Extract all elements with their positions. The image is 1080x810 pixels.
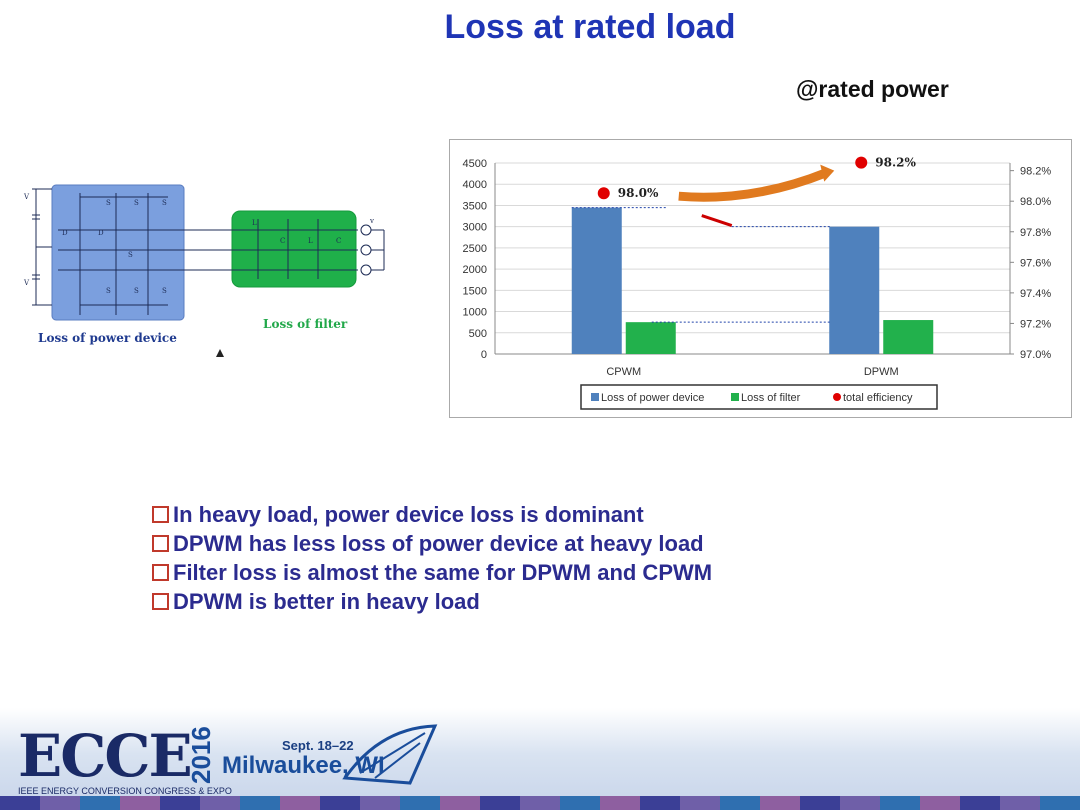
efficiency-point <box>597 187 610 200</box>
svg-text:S: S <box>106 287 111 295</box>
bar <box>829 226 880 354</box>
y2-tick-label: 98.2% <box>1020 166 1051 178</box>
y-tick-label: 2500 <box>463 243 487 255</box>
slide-title: Loss at rated load <box>444 8 736 46</box>
y-tick-label: 4500 <box>463 158 487 170</box>
filter-block <box>231 210 357 288</box>
svg-text:D: D <box>98 229 104 237</box>
svg-text:v: v <box>369 217 374 225</box>
y2-tick-label: 97.2% <box>1020 318 1051 330</box>
slide-subtitle: @rated power <box>796 76 949 102</box>
footer-banner: ECCE 2016 IEEE ENERGY CONVERSION CONGRES… <box>0 708 1080 810</box>
filter-label: Loss of filter <box>263 317 348 331</box>
checkbox-icon <box>152 506 169 523</box>
bullet-item: DPWM is better in heavy load <box>152 587 712 616</box>
svg-text:L: L <box>252 219 257 227</box>
legend-swatch <box>833 393 841 401</box>
bullet-text: Filter loss is almost the same for DPWM … <box>173 560 713 585</box>
svg-text:C: C <box>280 237 285 245</box>
y-tick-label: 1500 <box>463 285 487 297</box>
y-tick-label: 4000 <box>463 179 487 191</box>
legend-label: Loss of power device <box>601 392 704 404</box>
bullet-text: DPWM is better in heavy load <box>173 589 480 614</box>
legend-swatch <box>591 393 599 401</box>
svg-text:C: C <box>336 237 341 245</box>
y2-tick-label: 97.0% <box>1020 349 1051 361</box>
svg-text:S: S <box>106 199 111 207</box>
x-tick-label: DPWM <box>864 366 899 378</box>
x-tick-label: CPWM <box>606 366 641 378</box>
legend-label: Loss of filter <box>741 392 801 404</box>
svg-text:S: S <box>128 251 133 259</box>
y2-tick-label: 97.8% <box>1020 227 1051 239</box>
bar <box>883 320 934 354</box>
bullet-text: DPWM has less loss of power device at he… <box>173 531 704 556</box>
improvement-arrowhead <box>820 164 835 182</box>
svg-text:L: L <box>308 237 313 245</box>
y-tick-label: 1000 <box>463 307 487 319</box>
logo-year: 2016 <box>186 726 216 784</box>
logo-subtitle: IEEE ENERGY CONVERSION CONGRESS & EXPO <box>18 786 232 796</box>
y-tick-label: 2000 <box>463 264 487 276</box>
warning-icon <box>216 349 224 357</box>
power-device-block <box>51 184 185 321</box>
bullet-item: In heavy load, power device loss is domi… <box>152 500 712 529</box>
y2-tick-label: 97.6% <box>1020 257 1051 269</box>
sail-graphic <box>342 724 438 785</box>
checkbox-icon <box>152 593 169 610</box>
svg-text:S: S <box>134 199 139 207</box>
improvement-arrow <box>678 168 828 202</box>
y-tick-label: 0 <box>481 349 487 361</box>
bullet-item: Filter loss is almost the same for DPWM … <box>152 558 712 587</box>
efficiency-point <box>855 156 868 169</box>
svg-text:D: D <box>62 229 68 237</box>
svg-text:S: S <box>162 287 167 295</box>
bar <box>571 207 622 354</box>
inverter-circuit-diagram: S S S D D S S S S L C L C V Vv Loss of power devic… <box>23 184 385 357</box>
ecce-logo: ECCE <box>18 722 193 790</box>
bullet-item: DPWM has less loss of power device at he… <box>152 529 712 558</box>
loss-chart: 0 500 1000 1500 2000 2500 3000 3500 4000 4500 97.0… <box>463 156 1051 410</box>
efficiency-label: 98.2% <box>875 156 916 170</box>
y-tick-label: 3000 <box>463 222 487 234</box>
bullet-list: In heavy load, power device loss is domi… <box>152 500 712 616</box>
y-tick-label: 500 <box>469 328 487 340</box>
legend-box <box>580 384 938 410</box>
y-tick-label: 3500 <box>463 200 487 212</box>
efficiency-label: 98.0% <box>618 186 659 200</box>
y2-tick-label: 97.4% <box>1020 288 1051 300</box>
legend-label: total efficiency <box>843 392 913 404</box>
checkbox-icon <box>152 535 169 552</box>
footer-strip <box>0 796 1080 810</box>
y2-tick-label: 98.0% <box>1020 196 1051 208</box>
bar <box>625 322 676 354</box>
conference-city: Milwaukee, WI <box>222 752 385 779</box>
legend-swatch <box>731 393 739 401</box>
bullet-text: In heavy load, power device loss is domi… <box>173 502 644 527</box>
svg-text:S: S <box>162 199 167 207</box>
loss-chart-container: 0 500 1000 1500 2000 2500 3000 3500 4000 4500 97.0… <box>449 139 1072 418</box>
conference-dates: Sept. 18–22 <box>282 738 354 753</box>
svg-text:S: S <box>134 287 139 295</box>
decrease-arrow <box>701 214 733 227</box>
checkbox-icon <box>152 564 169 581</box>
svg-text:V: V <box>23 279 30 287</box>
svg-text:V: V <box>23 193 30 201</box>
power-device-label: Loss of power device <box>38 331 177 345</box>
